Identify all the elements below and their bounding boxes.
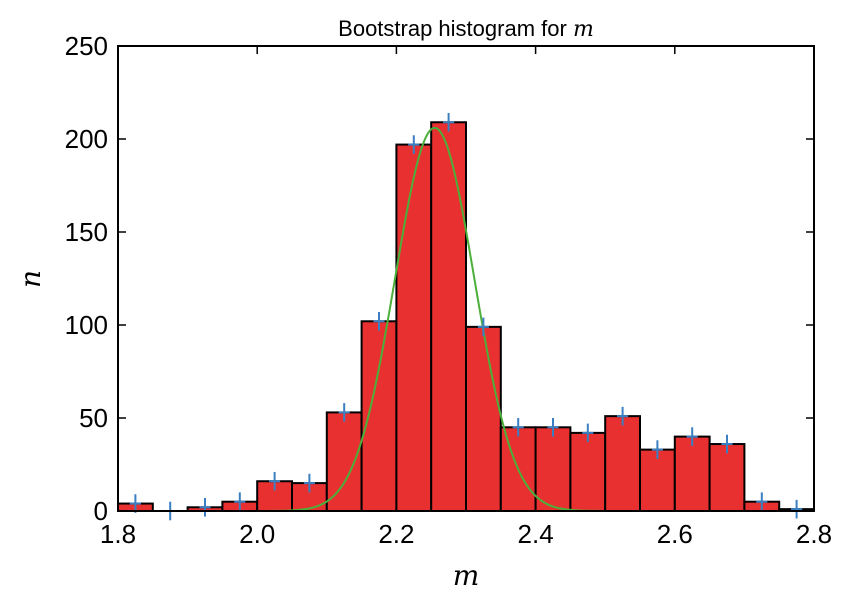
x-tick-label: 2.8: [796, 519, 832, 549]
error-bar: [721, 434, 733, 454]
histogram-bar: [673, 435, 711, 513]
error-bar: [269, 471, 281, 491]
error-bar: [373, 311, 385, 331]
error-bar: [512, 418, 524, 437]
histogram-bars: [117, 121, 816, 513]
axis-ticks: [117, 45, 815, 512]
error-bar: [443, 112, 455, 132]
histogram-bar: [360, 320, 398, 512]
histogram-bar: [430, 121, 468, 512]
error-bar: [234, 492, 246, 511]
chart-title: Bootstrap histogram for m: [338, 16, 594, 42]
error-bar: [547, 418, 559, 437]
histogram-bar: [569, 431, 607, 513]
error-bar: [199, 497, 211, 517]
histogram-bar: [534, 426, 572, 512]
x-tick-label: 2.6: [657, 519, 693, 549]
histogram-bar: [465, 325, 502, 512]
histogram-bar: [708, 443, 746, 513]
error-bar: [338, 403, 350, 422]
error-bar: [582, 423, 594, 443]
error-bar: [791, 499, 803, 519]
x-tick-labels: 1.8 2.0 2.2 2.4 2.6 2.8: [100, 519, 832, 549]
y-tick-label: 250: [65, 31, 108, 61]
y-tick-label: 100: [65, 310, 108, 340]
error-bar: [617, 406, 629, 426]
x-tick-label: 2.2: [378, 519, 414, 549]
error-bar: [477, 317, 489, 337]
y-tick-label: 150: [65, 217, 108, 247]
plot-frame: [117, 45, 815, 512]
histogram-bar: [604, 415, 642, 513]
y-tick-labels: 0 50 100 150 200 250: [65, 31, 108, 526]
x-axis-label: m: [453, 559, 480, 592]
error-bar: [303, 473, 315, 493]
x-tick-label: 2.4: [518, 519, 554, 549]
error-bar: [408, 135, 420, 154]
x-tick-label: 1.8: [100, 519, 136, 549]
y-tick-label: 200: [65, 124, 108, 154]
error-bar: [686, 427, 698, 446]
error-bars: [129, 112, 803, 521]
y-tick-label: 0: [94, 496, 108, 526]
y-axis-label: n: [14, 270, 47, 288]
y-tick-label: 50: [79, 403, 108, 433]
error-bar: [756, 492, 768, 511]
error-bar: [129, 494, 141, 513]
error-bar: [651, 440, 663, 459]
x-tick-label: 2.0: [239, 519, 275, 549]
histogram-bar: [395, 143, 433, 513]
